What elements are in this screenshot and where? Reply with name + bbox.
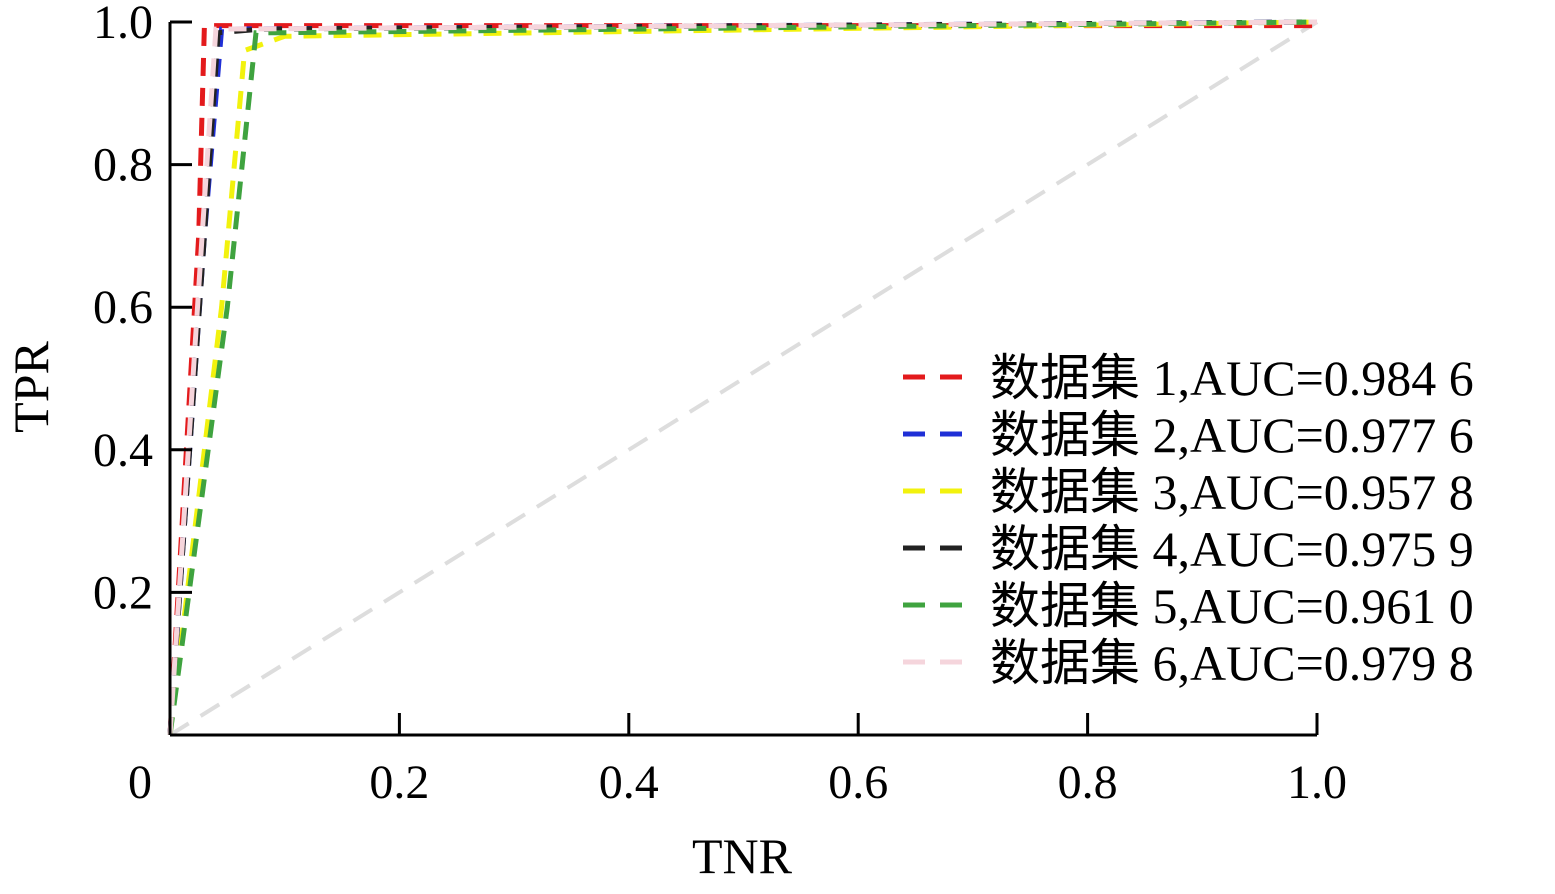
legend-label: 数据集 6,AUC=0.979 8 xyxy=(990,635,1474,691)
legend-label: 数据集 3,AUC=0.957 8 xyxy=(990,464,1474,520)
reference-diagonal-line xyxy=(168,20,1319,737)
x-axis-label: TNR xyxy=(692,828,793,884)
x-tick-label: 0.8 xyxy=(1058,756,1118,809)
y-tick-label: 0.4 xyxy=(93,424,153,477)
legend-label: 数据集 4,AUC=0.975 9 xyxy=(990,521,1474,577)
series-line-3 xyxy=(167,19,1318,736)
x-axis-ticks: 0 0.2 0.4 0.6 0.8 1.0 xyxy=(128,713,1347,809)
x-tick-label: 0 xyxy=(128,756,152,809)
legend-item-3: 数据集 3,AUC=0.957 8 xyxy=(903,464,1474,520)
x-tick-label: 0.2 xyxy=(369,756,429,809)
legend-item-5: 数据集 5,AUC=0.961 0 xyxy=(903,578,1474,634)
y-tick-label: 1.0 xyxy=(93,0,153,49)
y-axis-ticks: 0.2 0.4 0.6 0.8 1.0 xyxy=(93,0,192,619)
series-line-5 xyxy=(167,19,1318,736)
y-tick-label: 0.6 xyxy=(93,281,153,334)
legend-label: 数据集 1,AUC=0.984 6 xyxy=(990,350,1474,406)
legend-label: 数据集 2,AUC=0.977 6 xyxy=(990,407,1474,463)
y-tick-label: 0.2 xyxy=(93,566,153,619)
y-axis-label: TPR xyxy=(3,341,59,433)
legend-item-1: 数据集 1,AUC=0.984 6 xyxy=(903,350,1474,406)
legend-item-6: 数据集 6,AUC=0.979 8 xyxy=(903,635,1474,691)
x-tick-label: 1.0 xyxy=(1287,756,1347,809)
series-line-6 xyxy=(167,19,1318,736)
x-tick-label: 0.6 xyxy=(828,756,888,809)
y-tick-label: 0.8 xyxy=(93,139,153,192)
x-tick-label: 0.4 xyxy=(599,756,659,809)
legend-item-4: 数据集 4,AUC=0.975 9 xyxy=(903,521,1474,577)
legend-item-2: 数据集 2,AUC=0.977 6 xyxy=(903,407,1474,463)
plot-lines xyxy=(167,19,1319,737)
axes xyxy=(168,22,1317,737)
legend-label: 数据集 5,AUC=0.961 0 xyxy=(990,578,1474,634)
